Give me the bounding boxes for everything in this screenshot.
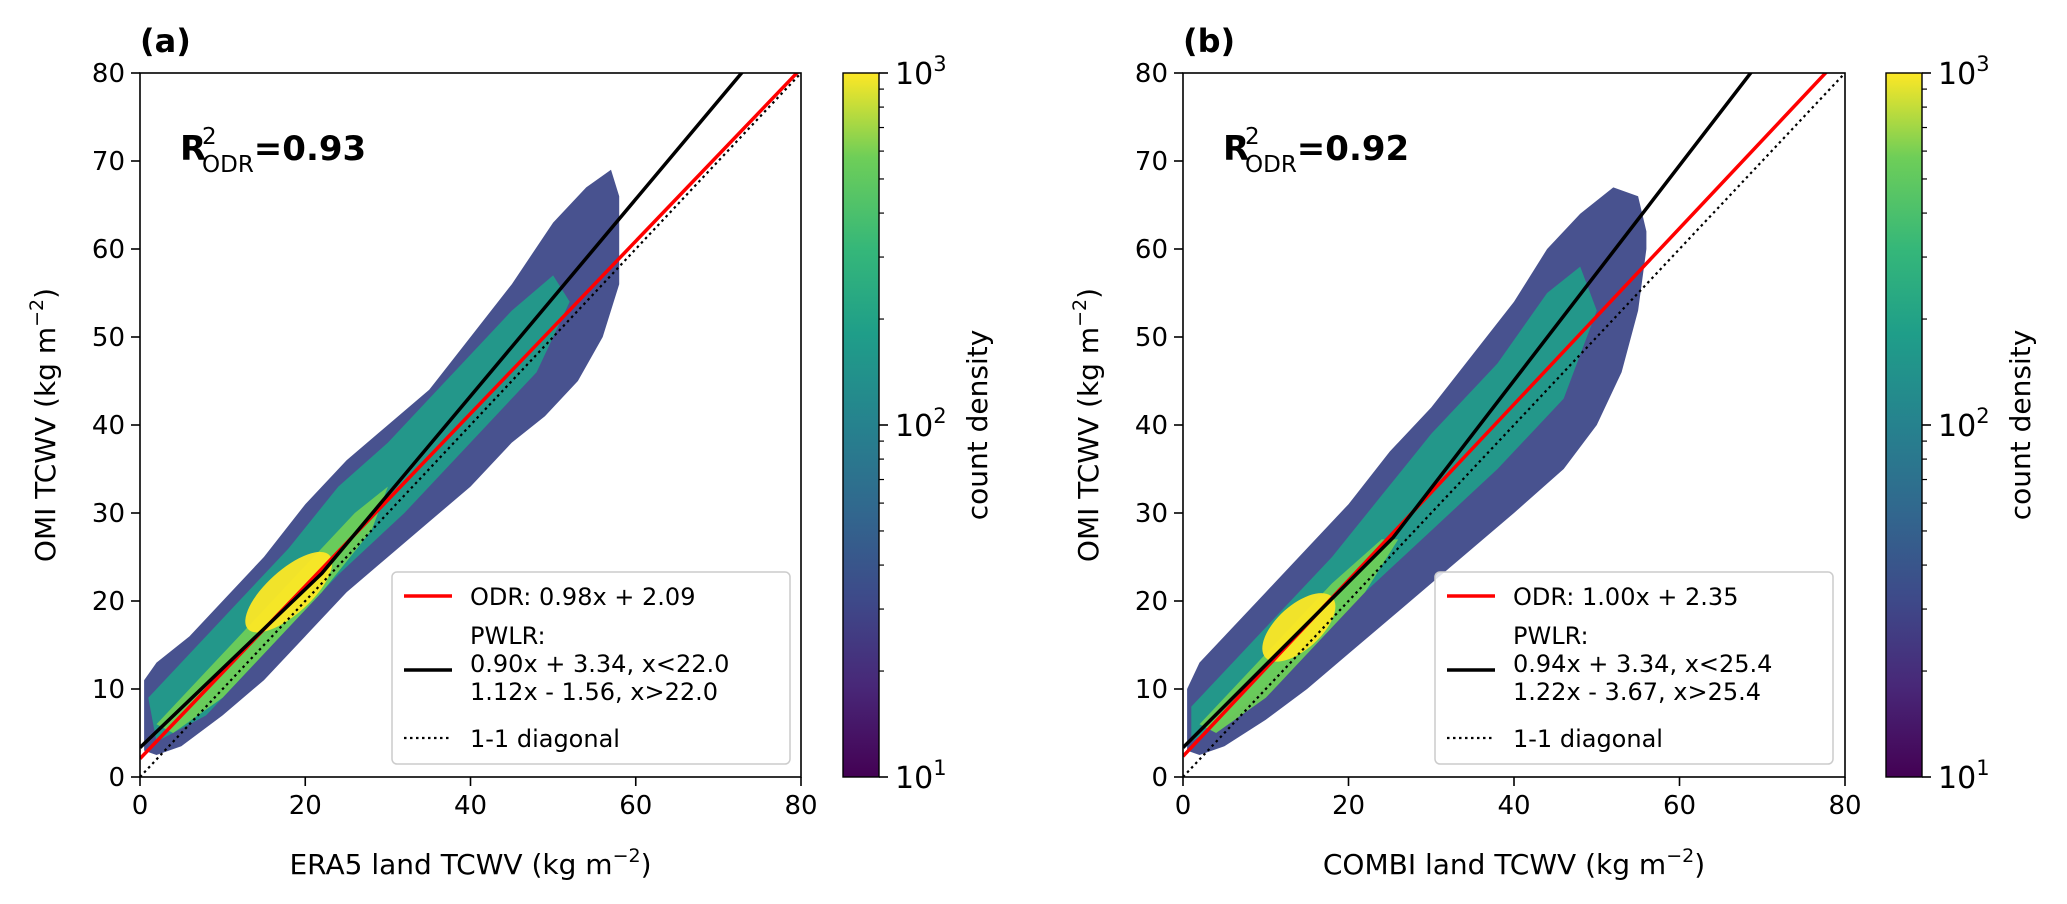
y-axis-label: OMI TCWV (kg m−2) [26, 288, 62, 562]
legend-pwlr-seg1: 0.94x + 3.34, x<25.4 [1513, 650, 1772, 678]
y-tick-label: 70 [92, 147, 125, 177]
colorbar: 103 102 101 count density [842, 52, 994, 796]
x-tick-label: 60 [1663, 791, 1696, 821]
colorbar-tick-label: 101 [895, 756, 947, 796]
legend-odr-text: ODR: 0.98x + 2.09 [470, 583, 695, 611]
y-tick-label: 40 [1135, 411, 1168, 441]
colorbar-tick-label: 102 [895, 404, 947, 444]
y-tick-label: 0 [1151, 763, 1168, 793]
y-axis-label: OMI TCWV (kg m−2) [1069, 288, 1105, 562]
x-tick-label: 0 [132, 791, 149, 821]
pwlr-line [140, 73, 744, 749]
y-tick-label: 30 [1135, 499, 1168, 529]
y-tick-label: 50 [1135, 323, 1168, 353]
x-tick-label: 80 [784, 791, 817, 821]
x-tick-label: 40 [1497, 791, 1530, 821]
legend-pwlr-title: PWLR: [470, 622, 546, 650]
y-tick-label: 60 [92, 235, 125, 265]
panel-label: (a) [140, 22, 191, 60]
panel-a: 0 20 40 60 80 0 10 20 30 40 50 60 70 80 ERA5 land TCWV… [26, 22, 994, 881]
x-tick-label: 60 [619, 791, 652, 821]
x-tick-label: 20 [1332, 791, 1365, 821]
x-tick-label: 40 [454, 791, 487, 821]
colorbar-tick-label: 102 [1938, 404, 1990, 444]
x-tick-label: 0 [1175, 791, 1192, 821]
y-tick-label: 10 [92, 675, 125, 705]
colorbar-tick-label: 103 [1938, 52, 1990, 92]
legend-diag-text: 1-1 diagonal [470, 725, 620, 753]
y-tick-label: 60 [1135, 235, 1168, 265]
legend-odr-text: ODR: 1.00x + 2.35 [1513, 583, 1738, 611]
r2-annotation: R2 ODR=0.92 [1223, 124, 1409, 178]
x-axis-label: COMBI land TCWV (kg m−2) [1323, 845, 1705, 881]
colorbar-label: count density [2004, 330, 2037, 521]
y-tick-label: 80 [92, 59, 125, 89]
legend: ODR: 1.00x + 2.35 PWLR:0.94x + 3.34, x<25… [1434, 571, 1834, 765]
y-tick-label: 70 [1135, 147, 1168, 177]
plot-area [1183, 73, 1845, 777]
legend-diag-text: 1-1 diagonal [1513, 725, 1663, 753]
r2-annotation: R2 ODR=0.93 [180, 124, 366, 178]
plot-area [140, 73, 801, 777]
y-tick-label: 20 [92, 587, 125, 617]
y-tick-label: 0 [108, 763, 125, 793]
y-tick-label: 20 [1135, 587, 1168, 617]
colorbar-tick-label: 103 [895, 52, 947, 92]
panel-label: (b) [1183, 22, 1235, 60]
pwlr-line [1183, 73, 1753, 749]
legend-pwlr-title: PWLR: [1513, 622, 1589, 650]
legend: ODR: 0.98x + 2.09 PWLR:0.90x + 3.34, x<22… [391, 571, 791, 765]
legend-pwlr-seg2: 1.22x - 3.67, x>25.4 [1513, 678, 1761, 706]
y-tick-label: 10 [1135, 675, 1168, 705]
diagonal-line [140, 73, 801, 777]
y-tick-label: 80 [1135, 59, 1168, 89]
colorbar-gradient [1885, 72, 1923, 778]
y-tick-label: 30 [92, 499, 125, 529]
colorbar-gradient [842, 72, 880, 778]
panel-b: 0 20 40 60 80 0 10 20 30 40 50 60 70 80 COMBI land TCW… [1069, 22, 2037, 881]
density-peak [1262, 593, 1336, 662]
y-tick-label: 40 [92, 411, 125, 441]
colorbar: 103 102 101 count density [1885, 52, 2037, 796]
x-axis-label: ERA5 land TCWV (kg m−2) [289, 845, 651, 881]
density-peak [245, 551, 333, 633]
colorbar-label: count density [961, 330, 994, 521]
x-tick-label: 20 [289, 791, 322, 821]
colorbar-tick-label: 101 [1938, 756, 1990, 796]
diagonal-line [1183, 73, 1845, 777]
legend-pwlr-seg2: 1.12x - 1.56, x>22.0 [470, 678, 718, 706]
x-tick-label: 80 [1828, 791, 1861, 821]
legend-box [1434, 571, 1834, 765]
legend-pwlr-seg1: 0.90x + 3.34, x<22.0 [470, 650, 729, 678]
y-tick-label: 50 [92, 323, 125, 353]
legend-box [391, 571, 791, 765]
